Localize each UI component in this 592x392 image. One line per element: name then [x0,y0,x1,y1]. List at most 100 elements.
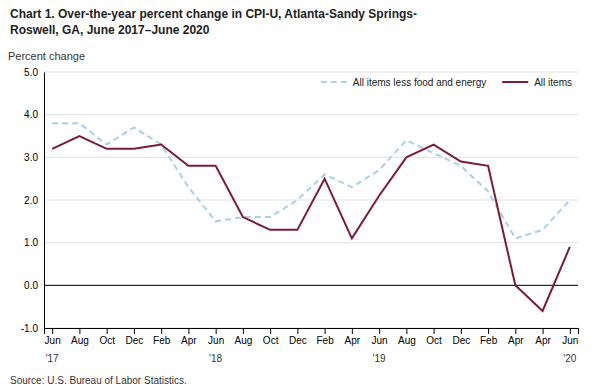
y-tick-label: 2.0 [24,195,38,206]
legend-swatch [321,81,347,83]
grid-line [44,157,578,158]
x-tick-label: Jun [208,335,224,346]
x-tick-mark [52,328,53,334]
y-axis-line [44,73,45,329]
legend-item: All items [502,77,572,88]
x-tick-mark [570,328,571,334]
x-tick: Apr [345,328,361,346]
year-label: '17 [46,353,59,364]
plot: -1.0 0.0 1.0 2.0 3.0 4.0 5.0 Jun Aug Oct Dec Feb Apr… [21,67,579,364]
source: Source: U.S. Bureau of Labor Statistics. [10,375,187,386]
x-tick-label: Apr [535,335,551,346]
x-tick-label: Oct [263,335,279,346]
y-tick: -1.0 [21,323,44,334]
x-tick-label: Jun [562,335,578,346]
x-tick-label: Apr [345,335,361,346]
x-tick-label: Apr [181,335,197,346]
x-tick-mark [379,328,380,334]
x-tick-label: Oct [99,335,115,346]
x-tick-mark [243,328,244,334]
x-tick: Jun [45,328,61,346]
x-tick: Apr [508,328,524,346]
x-tick-label: Aug [234,335,252,346]
grid-line [44,114,578,115]
x-tick: Dec [126,328,144,346]
y-axis: -1.0 0.0 1.0 2.0 3.0 4.0 5.0 [21,67,45,334]
x-tick: Aug [398,328,416,346]
y-tick-label: -1.0 [21,323,39,334]
grid [44,72,578,328]
y-axis-label: Percent change [8,50,85,62]
x-tick-mark [297,328,298,334]
x-tick-mark [352,328,353,334]
x-tick: Apr [181,328,197,346]
legend: All items less food and energy All items [321,77,572,88]
x-tick-label: Aug [398,335,416,346]
x-tick-mark [325,328,326,334]
x-tick-mark [434,328,435,334]
y-tick-label: 1.0 [24,237,38,248]
year-label: '20 [563,353,576,364]
year-labels: '17 '18 '19 '20 [46,353,577,364]
x-tick-label: Dec [126,335,144,346]
x-tick-mark [461,328,462,334]
y-tick: 2.0 [24,195,44,206]
x-tick-label: Jun [45,335,61,346]
y-tick: 1.0 [24,237,44,248]
x-tick: Jun [562,328,578,346]
series-line [52,136,570,311]
y-tick-label: 3.0 [24,152,38,163]
legend-label: All items less food and energy [353,77,486,88]
x-tick: Aug [71,328,89,346]
x-tick: Jun [208,328,224,346]
x-tick: Jun [372,328,388,346]
x-axis: Jun Aug Oct Dec Feb Apr Jun Aug Oct Dec Feb Apr Jun A… [45,328,579,346]
x-tick-label: Oct [426,335,442,346]
legend-item: All items less food and energy [321,77,486,88]
title-line: Roswell, GA, June 2017–June 2020 [10,23,210,37]
x-tick-label: Dec [452,335,470,346]
x-tick-label: Feb [480,335,498,346]
x-tick: Dec [289,328,307,346]
title-line: Chart 1. Over-the-year percent change in… [10,7,417,21]
x-tick-mark [188,328,189,334]
x-tick-label: Dec [289,335,307,346]
y-tick: 3.0 [24,152,44,163]
x-tick: Aug [234,328,252,346]
y-tick-label: 5.0 [24,67,38,78]
x-tick: Apr [535,328,551,346]
x-tick-label: Feb [153,335,171,346]
y-tick: 4.0 [24,109,44,120]
x-tick-mark [161,328,162,334]
legend-swatch [502,81,528,83]
y-tick-label: 4.0 [24,109,38,120]
y-tick: 5.0 [24,67,44,78]
x-tick-mark [406,328,407,334]
x-tick-mark [488,328,489,334]
year-label: '19 [373,353,386,364]
x-tick-mark [543,328,544,334]
x-tick-mark [79,328,80,334]
zero-line [44,285,578,286]
x-tick-mark [134,328,135,334]
x-tick: Feb [317,328,335,346]
legend-label: All items [534,77,572,88]
x-tick-label: Apr [508,335,524,346]
chart: Chart 1. Over-the-year percent change in… [0,0,592,392]
title: Chart 1. Over-the-year percent change in… [10,7,417,37]
grid-line [44,242,578,243]
x-tick: Feb [480,328,498,346]
grid-line [44,72,578,73]
x-tick: Feb [153,328,171,346]
x-tick-mark [515,328,516,334]
x-tick-label: Jun [372,335,388,346]
year-label: '18 [209,353,222,364]
x-tick-mark [216,328,217,334]
x-tick-label: Feb [317,335,335,346]
y-tick: 0.0 [24,280,44,291]
x-axis-line [45,329,579,335]
x-tick: Oct [263,328,279,346]
x-tick: Oct [426,328,442,346]
x-tick: Oct [99,328,115,346]
grid-line [44,200,578,201]
